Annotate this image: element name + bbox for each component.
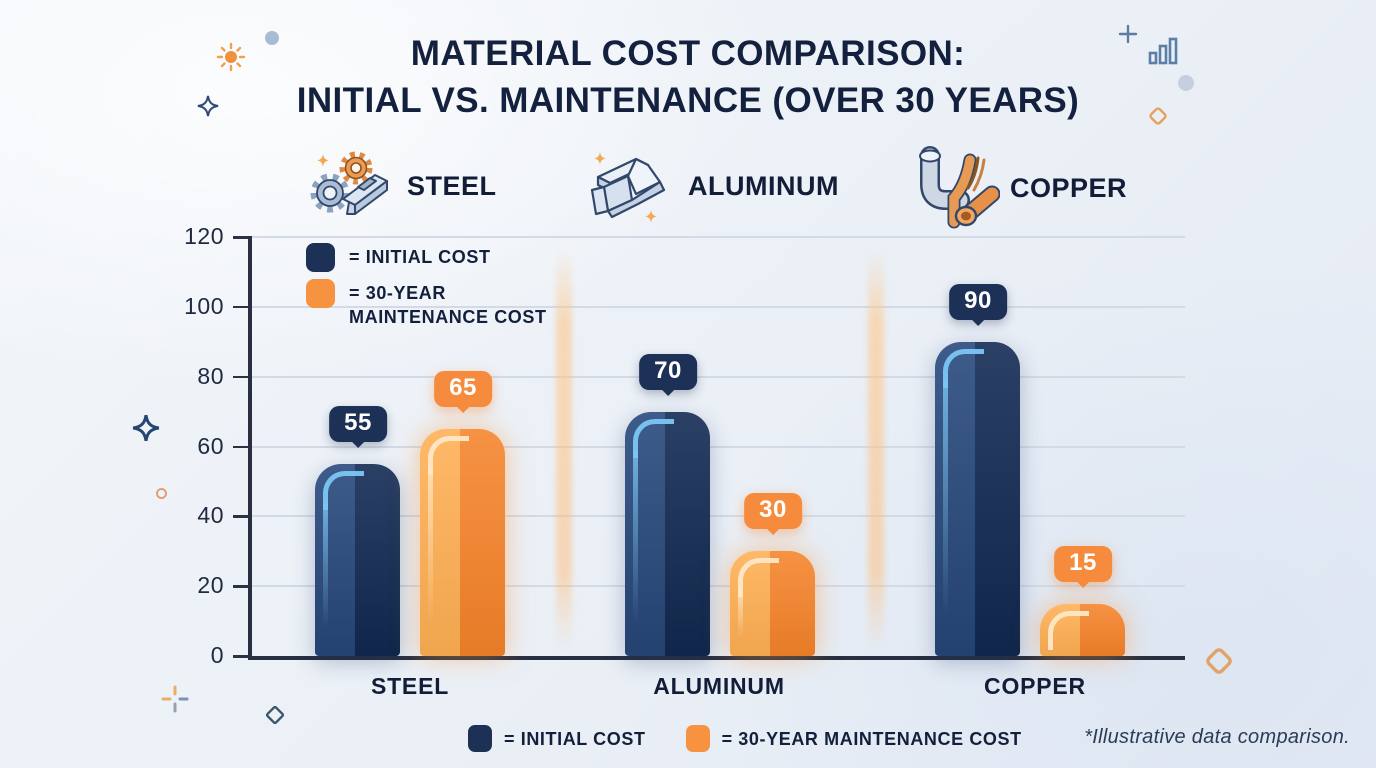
gridline-120: [251, 236, 1185, 238]
value-label-steel-initial: 55: [329, 406, 387, 442]
steel-gears-beam-icon: [303, 142, 397, 230]
material-label-copper: COPPER: [1010, 172, 1128, 203]
x-axis-line: [248, 656, 1185, 660]
copper-pipes-icon: [908, 142, 1000, 234]
y-tick-label-120: 120: [184, 223, 224, 249]
material-header-copper: COPPER: [908, 142, 1127, 234]
y-tick-mark-60: [233, 445, 250, 448]
page-title: MATERIAL COST COMPARISON: INITIAL VS. MA…: [0, 30, 1376, 124]
title-line-1: MATERIAL COST COMPARISON:: [410, 34, 966, 73]
title-line-2: INITIAL VS. MAINTENANCE (OVER 30 YEARS): [296, 81, 1080, 120]
legend-below-chart: = INITIAL COST = 30-YEAR MAINTENANCE COS…: [468, 725, 1022, 752]
initial-cost-swatch: [468, 725, 492, 752]
x-category-steel: STEEL: [370, 673, 450, 699]
legend-item-maintenance: = 30-YEAR MAINTENANCE COST: [306, 279, 547, 329]
material-header-steel: STEEL: [303, 142, 497, 230]
legend-label-line1: = 30-YEAR: [349, 283, 446, 303]
y-axis-line: [248, 236, 252, 659]
diamond-icon: [262, 702, 288, 733]
legend-item-initial: = INITIAL COST: [306, 243, 547, 272]
y-tick-label-40: 40: [197, 502, 224, 529]
group-divider-glow: [556, 248, 572, 650]
plus-icon: [1118, 24, 1138, 49]
legend-label: = 30-YEAR MAINTENANCE COST: [349, 279, 547, 329]
y-tick-label-100: 100: [184, 292, 224, 319]
y-tick-label-0: 0: [210, 642, 224, 668]
sun-icon: [216, 42, 246, 77]
y-tick-label-20: 20: [197, 572, 224, 599]
y-tick-label-60: 60: [197, 432, 224, 459]
legend-label-line2: MAINTENANCE COST: [349, 307, 547, 327]
gridline-40: [251, 515, 1185, 518]
aluminum-ibeam-icon: [578, 142, 678, 230]
y-tick-mark-120: [233, 236, 250, 239]
dot-decoration: [1178, 75, 1194, 91]
gridline-20: [251, 585, 1185, 588]
y-tick-mark-80: [233, 375, 250, 379]
legend-label: = 30-YEAR MAINTENANCE COST: [721, 728, 1022, 749]
y-tick-mark-40: [233, 515, 250, 518]
footnote: *Illustrative data comparison.: [1084, 726, 1350, 748]
value-label-copper-maintenance: 15: [1054, 546, 1112, 582]
maintenance-cost-swatch: [685, 725, 710, 752]
dot-decoration: [265, 31, 279, 45]
sparkle-icon: [132, 414, 160, 447]
crosshair-icon: [160, 684, 190, 719]
gridline-100: [251, 305, 1185, 308]
group-divider-glow: [868, 248, 884, 650]
bar-aluminum-maintenance: [730, 551, 815, 656]
sparkle-icon: [197, 95, 219, 122]
value-text: 70: [654, 357, 682, 384]
bar-steel-initial: [315, 464, 400, 656]
gridline-60: [251, 445, 1185, 448]
material-header-aluminum: ALUMINUM: [578, 142, 839, 230]
legend-label: = INITIAL COST: [504, 728, 646, 749]
circle-icon: [155, 487, 168, 505]
y-tick-mark-0: [233, 655, 250, 658]
material-label-steel: STEEL: [407, 170, 497, 201]
value-text: 65: [449, 374, 477, 401]
y-tick-mark-100: [233, 305, 250, 309]
diamond-icon: [1146, 104, 1170, 133]
value-label-steel-maintenance: 65: [434, 371, 492, 407]
legend-label: = INITIAL COST: [349, 247, 491, 267]
value-text: 15: [1069, 549, 1097, 576]
material-label-aluminum: ALUMINUM: [688, 170, 839, 201]
bar-steel-maintenance: [420, 429, 505, 656]
value-text: 55: [344, 409, 372, 436]
value-text: 90: [964, 287, 992, 314]
value-label-copper-initial: 90: [949, 284, 1007, 320]
y-tick-label-80: 80: [197, 362, 224, 389]
maintenance-cost-swatch: [306, 279, 335, 308]
value-label-aluminum-maintenance: 30: [744, 493, 802, 529]
bar-chart-icon: [1148, 36, 1180, 71]
value-text: 30: [759, 496, 787, 523]
y-tick-mark-20: [233, 585, 250, 588]
gridline-80: [251, 375, 1185, 378]
legend-inside-chart: = INITIAL COST = 30-YEAR MAINTENANCE COS…: [306, 243, 547, 336]
bar-aluminum-initial: [625, 412, 710, 656]
bar-copper-initial: [935, 342, 1020, 656]
diamond-icon: [1200, 642, 1238, 685]
x-category-aluminum: ALUMINUM: [653, 673, 785, 699]
bar-copper-maintenance: [1040, 604, 1125, 656]
value-label-aluminum-initial: 70: [639, 354, 697, 390]
initial-cost-swatch: [306, 243, 335, 272]
x-category-copper: COPPER: [984, 673, 1086, 699]
